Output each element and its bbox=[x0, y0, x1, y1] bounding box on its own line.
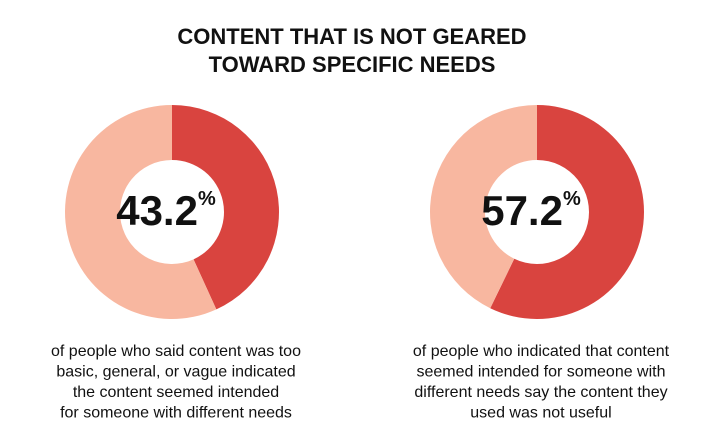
center-label: 43.2% bbox=[116, 187, 216, 234]
center-unit: % bbox=[198, 188, 216, 210]
caption-line: basic, general, or vague indicated bbox=[56, 364, 295, 381]
center-unit: % bbox=[563, 188, 581, 210]
caption-line: seemed intended for someone with bbox=[416, 364, 665, 381]
caption-line: for someone with different needs bbox=[60, 405, 292, 422]
center-value: 43.2 bbox=[116, 187, 198, 234]
title-line: TOWARD SPECIFIC NEEDS bbox=[209, 52, 496, 77]
title-line: CONTENT THAT IS NOT GEARED bbox=[177, 24, 526, 49]
caption-line: of people who indicated that content bbox=[413, 343, 670, 360]
caption-line: different needs say the content they bbox=[414, 384, 667, 401]
caption-line: the content seemed intended bbox=[73, 384, 279, 401]
center-value: 57.2 bbox=[481, 187, 563, 234]
center-label: 57.2% bbox=[481, 187, 581, 234]
donut-segment bbox=[430, 105, 537, 309]
donut-segment bbox=[490, 105, 644, 320]
donut-segment bbox=[172, 105, 279, 310]
caption-line: of people who said content was too bbox=[51, 343, 301, 360]
caption-line: used was not useful bbox=[470, 405, 611, 422]
donut-segment bbox=[64, 105, 217, 319]
